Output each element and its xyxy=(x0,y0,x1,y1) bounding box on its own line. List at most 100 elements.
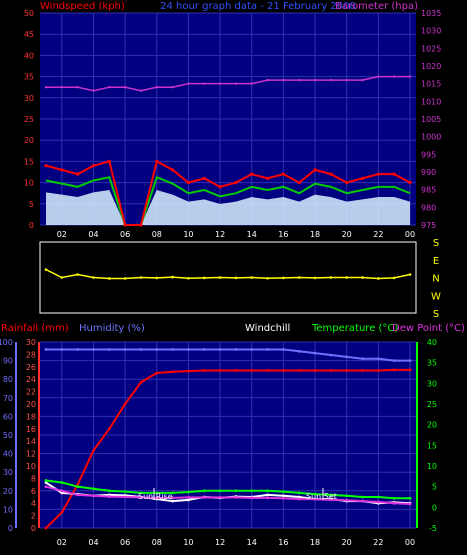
sun-set-annotation: Sun Set xyxy=(306,492,337,501)
windchill-point xyxy=(281,494,285,498)
barometer-point xyxy=(408,75,412,78)
rainfall-mm-point xyxy=(281,369,285,372)
barometer-point xyxy=(60,86,64,89)
rainfall-tick-label: 8 xyxy=(31,474,36,483)
temperature-tick-label: 15 xyxy=(427,441,437,450)
rainfall-tick-label: 24 xyxy=(26,375,36,384)
rainfall-mm-point xyxy=(44,526,48,530)
barometer-point xyxy=(392,75,396,78)
rainfall-mm-point xyxy=(202,369,206,372)
dew-point-c-point xyxy=(92,494,95,498)
direction-point xyxy=(297,276,301,279)
rainfall-tick-label: 4 xyxy=(31,499,36,508)
windspeed-point xyxy=(234,181,238,185)
temperature-c-point xyxy=(329,493,333,497)
windspeed-tick-label: 40 xyxy=(24,51,34,60)
barometer-series-line xyxy=(46,75,410,92)
rainfall-tick-label: 20 xyxy=(26,400,36,409)
time-tick-label: 02 xyxy=(57,538,67,547)
windspeed-point xyxy=(265,176,270,180)
dew-point-c-point xyxy=(60,489,64,493)
rainfall-tick-label: 0 xyxy=(31,524,36,533)
barometer-point xyxy=(329,78,333,82)
rainfall-tick-label: 28 xyxy=(26,350,36,359)
dew-point-c-point xyxy=(313,497,317,501)
barometer-tick-label: 985 xyxy=(421,186,436,195)
windspeed-point xyxy=(360,176,365,180)
windchill-point xyxy=(187,498,190,502)
direction-point xyxy=(313,276,317,280)
dew-point-c-point xyxy=(329,498,333,502)
windspeed-point xyxy=(155,159,159,163)
rainfall-mm-point xyxy=(234,369,238,372)
rainfall-mm-point xyxy=(392,368,396,372)
humidity-point xyxy=(392,359,396,362)
windspeed-tick-label: 10 xyxy=(24,179,34,188)
rainfall-mm-point xyxy=(361,369,364,372)
windspeed-point xyxy=(171,168,175,172)
windspeed-tick-label: 45 xyxy=(24,30,34,39)
barometer-point xyxy=(76,86,79,89)
rainfall-axis-title: Rainfall (mm) xyxy=(1,323,69,334)
humidity-point xyxy=(297,349,301,353)
temperature-c-point xyxy=(408,496,412,500)
direction-point xyxy=(92,276,95,279)
sun-rise-annotation: Sun Rise xyxy=(138,492,173,501)
windchill-point xyxy=(297,495,301,499)
dew-point-c-point xyxy=(139,496,143,499)
humidity-point xyxy=(281,348,285,351)
rainfall-mm-point xyxy=(345,369,349,372)
windspeed-point xyxy=(392,172,396,176)
humidity-point xyxy=(60,348,64,351)
temperature-c-point xyxy=(92,487,95,491)
temperature-tick-label: -5 xyxy=(429,524,437,533)
rainfall-mm-series-line xyxy=(45,368,410,529)
barometer-point xyxy=(203,82,206,85)
rainfall-mm-point xyxy=(60,511,64,514)
temperature-c-point xyxy=(60,481,64,484)
rainfall-tick-label: 14 xyxy=(26,437,36,446)
rainfall-tick-label: 30 xyxy=(26,338,36,347)
humidity-point xyxy=(234,348,238,351)
time-tick-label: 00 xyxy=(405,230,415,239)
humidity-tick-label: 0 xyxy=(8,524,13,533)
temperature-c-point xyxy=(376,495,380,499)
humidity-tick-label: 50 xyxy=(3,431,13,440)
chart-title: 24 hour graph data - 21 February 2008 xyxy=(160,1,356,12)
barometer-point xyxy=(187,82,190,85)
windchill-label: Windchill xyxy=(245,323,290,334)
windspeed-tick-label: 35 xyxy=(24,73,34,82)
direction-point xyxy=(377,277,380,280)
direction-point xyxy=(202,276,206,280)
time-tick-label: 20 xyxy=(342,538,352,547)
humidity-point xyxy=(376,357,380,361)
direction-point xyxy=(361,276,364,279)
temperature-c-point xyxy=(187,490,190,494)
humidity-point xyxy=(92,348,95,351)
rainfall-tick-label: 2 xyxy=(31,512,36,521)
dew-point-c-point xyxy=(392,501,396,505)
humidity-point xyxy=(139,348,143,351)
rainfall-mm-point xyxy=(313,369,317,372)
barometer-tick-label: 1010 xyxy=(421,97,441,106)
wind-average-line xyxy=(45,175,411,226)
rainfall-mm-point xyxy=(408,368,412,372)
barometer-point xyxy=(266,78,269,82)
temperature-axis-title: Temperature (°C) xyxy=(311,323,398,334)
windspeed-point xyxy=(345,181,349,185)
rainfall-tick-label: 22 xyxy=(26,388,36,397)
dewpoint-axis-title: Dew Point (°C) xyxy=(392,323,465,334)
humidity-tick-label: 30 xyxy=(3,468,13,477)
rainfall-mm-point xyxy=(329,369,333,372)
time-tick-label: 08 xyxy=(152,230,162,239)
humidity-tick-label: 20 xyxy=(3,487,13,496)
rainfall-mm-point xyxy=(139,380,143,384)
barometer-tick-label: 1035 xyxy=(421,9,441,18)
direction-label: S xyxy=(433,238,439,249)
windspeed-point xyxy=(408,181,412,185)
direction-point xyxy=(44,268,48,271)
humidity-point xyxy=(187,348,190,351)
direction-point xyxy=(392,276,396,280)
temperature-tick-label: 5 xyxy=(432,483,437,492)
time-tick-label: 08 xyxy=(152,538,162,547)
